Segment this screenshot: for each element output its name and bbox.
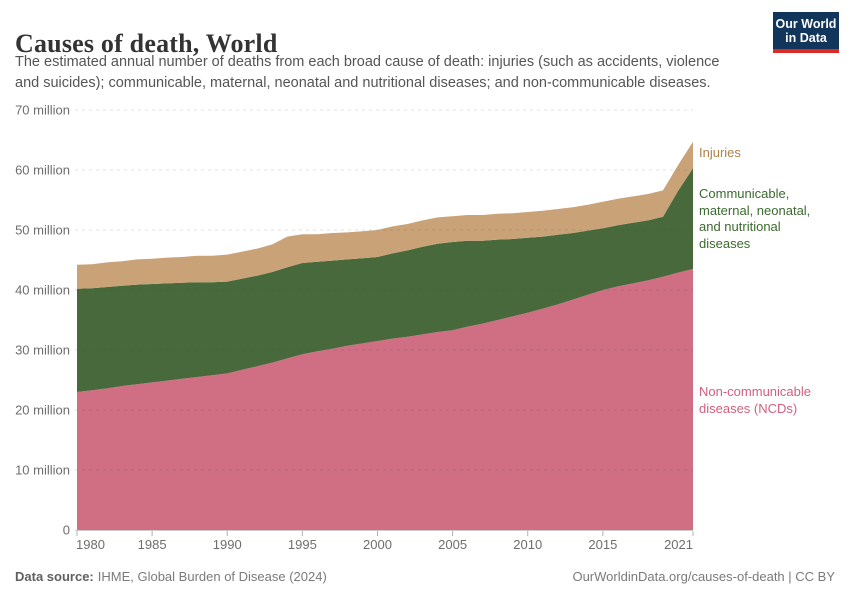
x-axis-label-2015: 2015 xyxy=(588,537,617,552)
area-communicable xyxy=(77,168,693,392)
y-axis-label-60: 60 million xyxy=(15,163,70,178)
footer-link: OurWorldinData.org/causes-of-death | CC … xyxy=(572,569,835,584)
data-source-label: Data source: xyxy=(15,569,94,584)
y-axis-label-30: 30 million xyxy=(15,343,70,358)
legend-label-communicable: Communicable, maternal, neonatal, and nu… xyxy=(699,186,811,251)
y-axis-label-0: 0 xyxy=(63,523,70,538)
owid-logo: Our World in Data xyxy=(773,12,839,53)
footer-data-source: Data source: IHME, Global Burden of Disea… xyxy=(15,569,327,584)
logo-line-1: Our World xyxy=(775,16,837,31)
data-source-text: IHME, Global Burden of Disease (2024) xyxy=(97,569,327,584)
y-axis-label-40: 40 million xyxy=(15,283,70,298)
x-axis-label-1995: 1995 xyxy=(288,537,317,552)
y-axis-label-20: 20 million xyxy=(15,403,70,418)
area-injuries xyxy=(77,141,693,289)
legend-label-ncds: Non-communicable diseases (NCDs) xyxy=(699,384,811,416)
y-axis-label-50: 50 million xyxy=(15,223,70,238)
y-axis-label-70: 70 million xyxy=(15,103,70,118)
x-axis-label-2000: 2000 xyxy=(363,537,392,552)
x-axis-label-1985: 1985 xyxy=(138,537,167,552)
x-axis-label-2005: 2005 xyxy=(438,537,467,552)
y-axis-label-10: 10 million xyxy=(15,463,70,478)
x-axis-label-2010: 2010 xyxy=(513,537,542,552)
legend-label-injuries: Injuries xyxy=(699,145,741,160)
chart-subtitle: The estimated annual number of deaths fr… xyxy=(15,54,720,91)
x-axis-label-1990: 1990 xyxy=(213,537,242,552)
area-ncds xyxy=(77,269,693,530)
x-axis-label-2021: 2021 xyxy=(664,537,693,552)
chart-title: Causes of death, World xyxy=(15,29,278,59)
x-axis-label-1980: 1980 xyxy=(76,537,105,552)
logo-line-2: in Data xyxy=(785,30,827,45)
